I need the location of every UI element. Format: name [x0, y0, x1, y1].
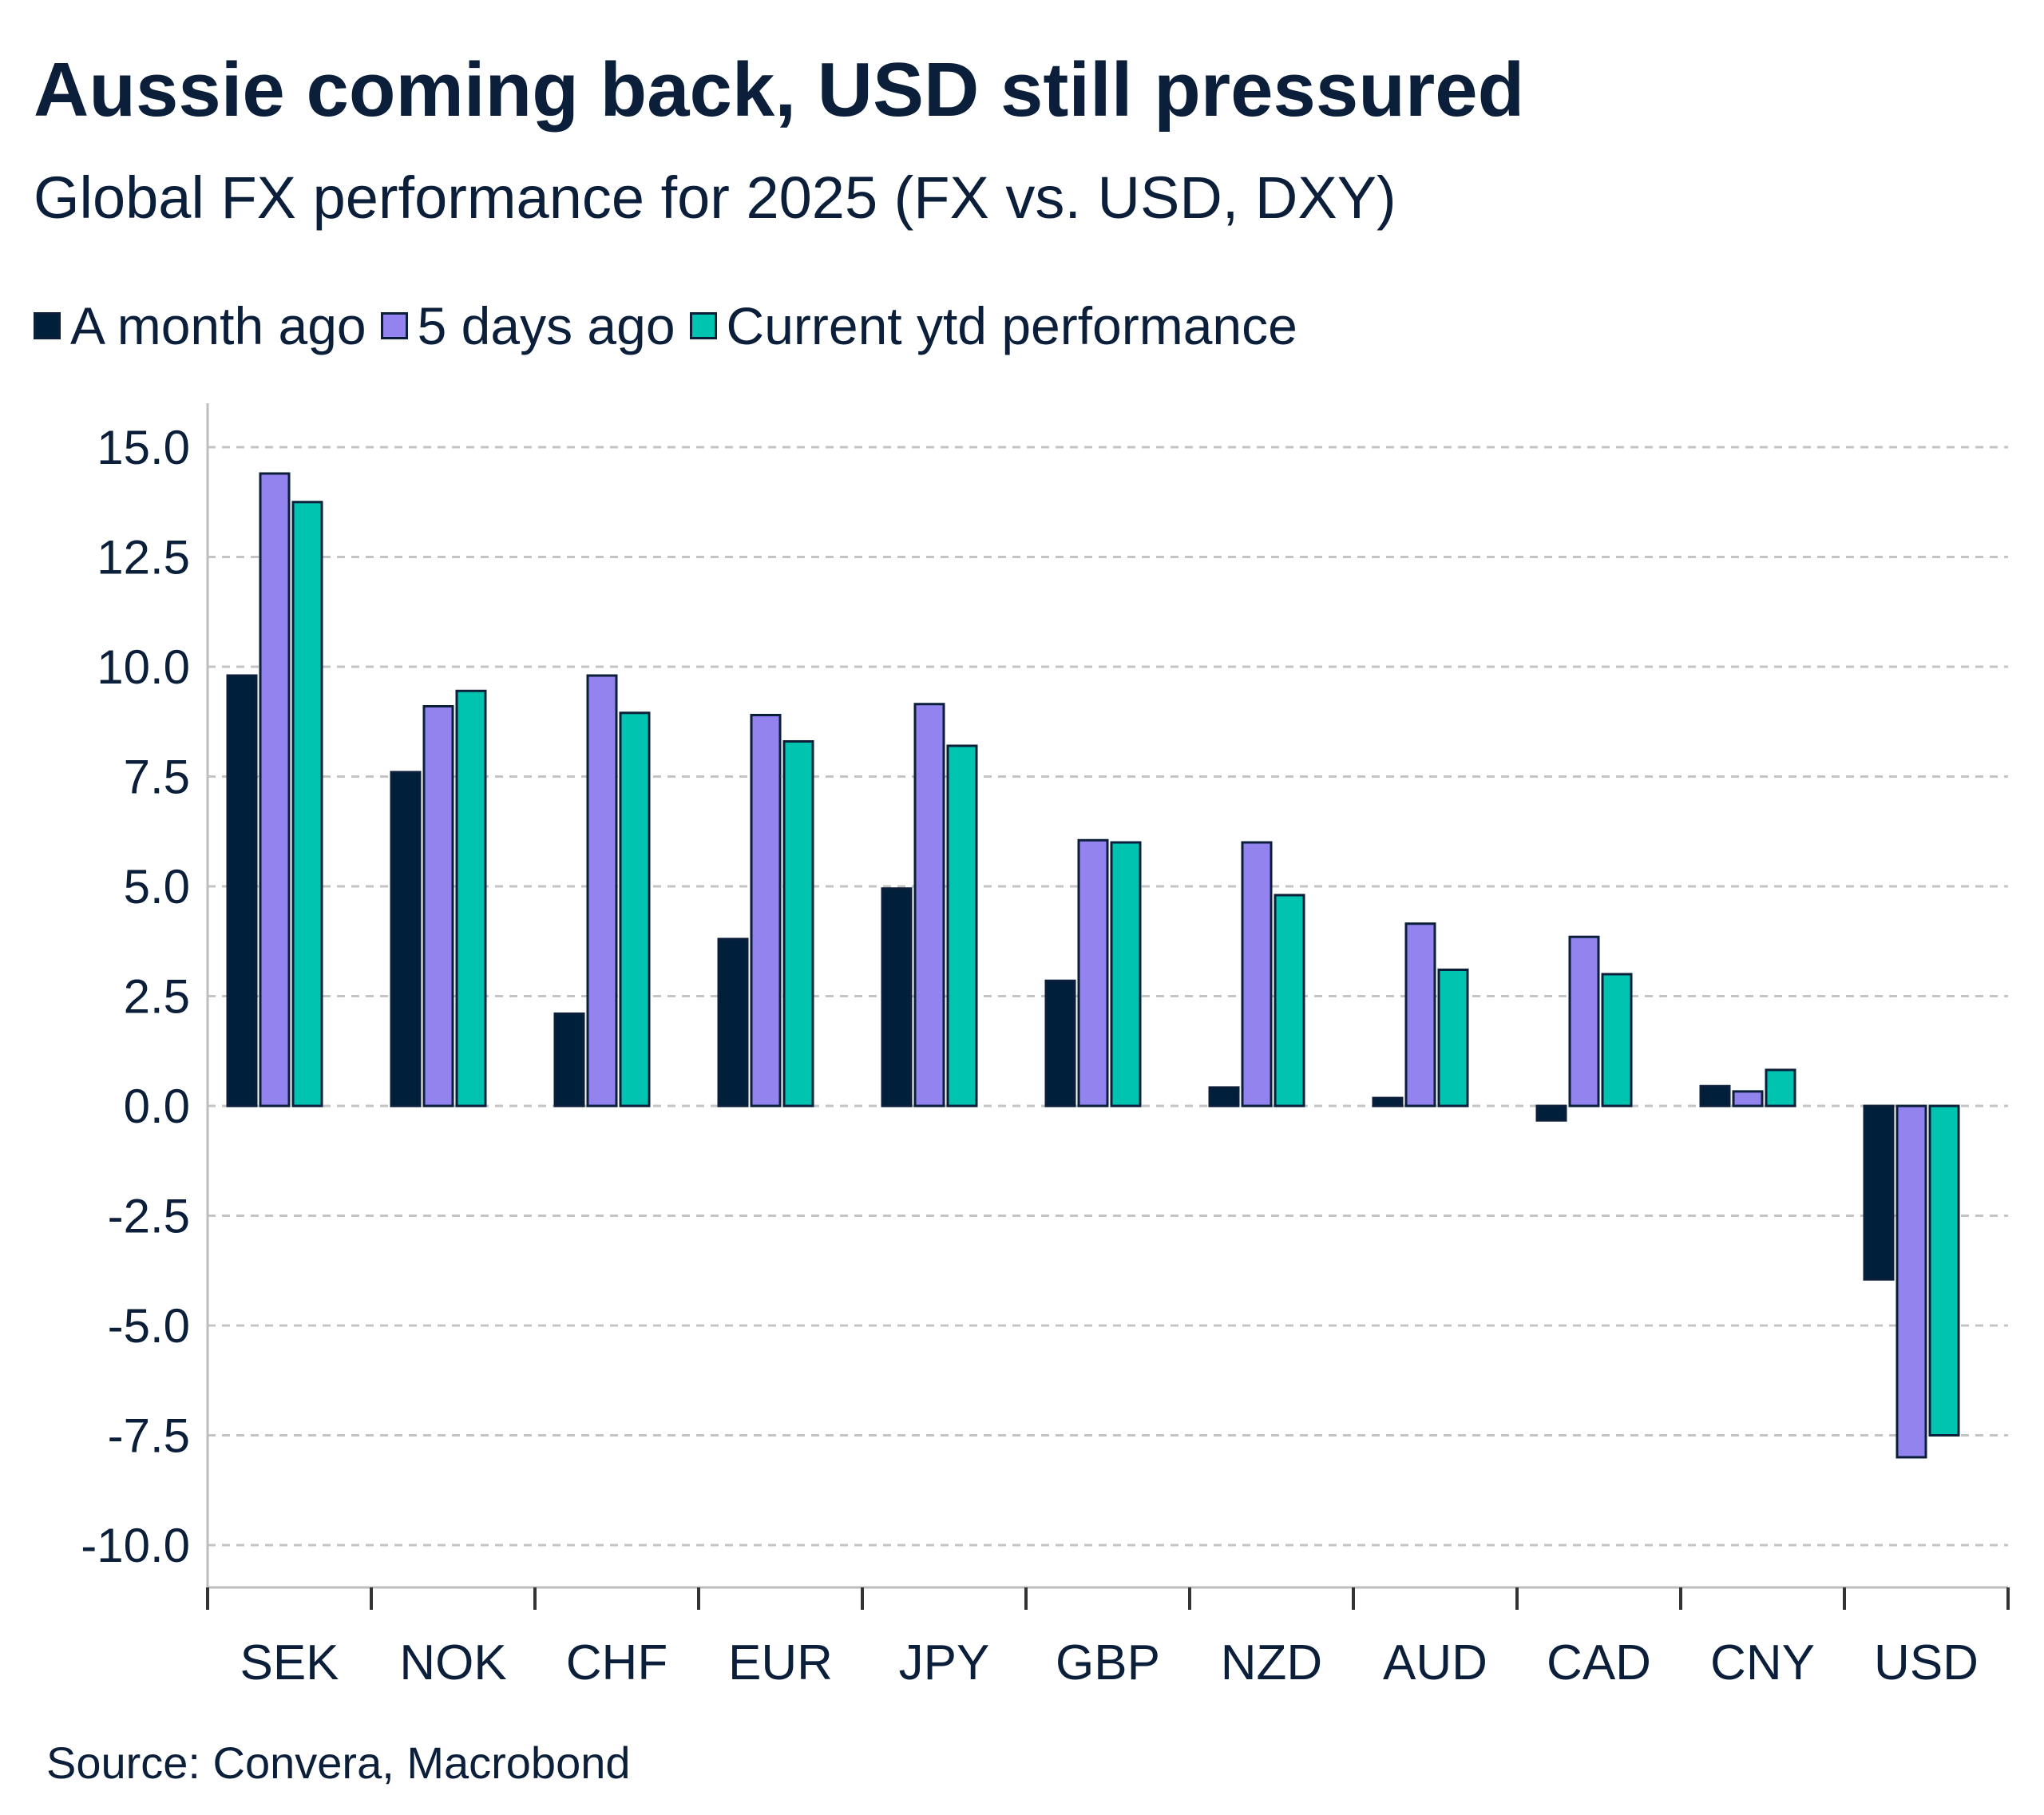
x-tick-label: CNY [1710, 1635, 1815, 1690]
bar-cad-s1 [1568, 935, 1600, 1108]
bar-nzd-s0 [1208, 1086, 1240, 1108]
bar-chf-s2 [619, 711, 651, 1108]
y-tick-label: -10.0 [81, 1519, 190, 1572]
bar-jpy-s1 [913, 703, 945, 1108]
y-tick-label: 12.5 [97, 531, 190, 585]
y-tick-label: -5.0 [108, 1299, 190, 1353]
legend: A month ago 5 days ago Current ytd perfo… [34, 295, 1312, 356]
bar-jpy-s0 [881, 887, 913, 1108]
bar-sek-s0 [226, 674, 258, 1108]
bar-jpy-s2 [946, 744, 978, 1108]
bar-gbp-s0 [1044, 979, 1076, 1108]
x-tick-label: SEK [240, 1635, 339, 1690]
y-tick-label: 15.0 [97, 421, 190, 474]
bar-cny-s2 [1765, 1068, 1796, 1108]
y-tick-label: -7.5 [108, 1409, 190, 1463]
bar-cad-s0 [1535, 1104, 1567, 1122]
bar-nok-s0 [390, 771, 422, 1108]
bar-gbp-s1 [1077, 838, 1109, 1108]
bar-sek-s2 [291, 501, 323, 1108]
bar-eur-s1 [750, 714, 782, 1108]
y-tick-label: 0.0 [124, 1080, 190, 1133]
x-tick-label: NZD [1221, 1635, 1322, 1690]
legend-item-current: Current ytd performance [689, 295, 1297, 356]
legend-label: A month ago [70, 296, 366, 355]
bar-cad-s2 [1601, 973, 1633, 1108]
x-tick-label: GBP [1056, 1635, 1160, 1690]
legend-swatch [34, 312, 61, 339]
legend-label: Current ytd performance [726, 296, 1297, 355]
bar-usd-s0 [1863, 1104, 1895, 1281]
y-tick-label: -2.5 [108, 1190, 190, 1243]
x-tick-label: JPY [899, 1635, 990, 1690]
bar-cny-s0 [1699, 1084, 1731, 1108]
bar-gbp-s2 [1110, 841, 1142, 1108]
x-tick-label: AUD [1383, 1635, 1487, 1690]
x-tick-label: NOK [399, 1635, 506, 1690]
bar-nok-s2 [455, 689, 487, 1108]
x-tick-label: CHF [566, 1635, 667, 1690]
legend-item-5days: 5 days ago [380, 295, 675, 356]
y-tick-label: 10.0 [97, 640, 190, 694]
bar-chf-s1 [586, 674, 618, 1108]
legend-label: 5 days ago [417, 296, 675, 355]
bar-eur-s0 [717, 937, 749, 1108]
legend-item-month: A month ago [34, 295, 366, 356]
bar-nok-s1 [422, 705, 454, 1108]
y-tick-label: 5.0 [124, 860, 190, 913]
y-tick-label: 7.5 [124, 751, 190, 804]
bar-sek-s1 [259, 472, 291, 1108]
bar-aud-s0 [1372, 1096, 1404, 1108]
bar-cny-s1 [1732, 1090, 1764, 1108]
chart-subtitle: Global FX performance for 2025 (FX vs. U… [34, 164, 1396, 231]
bar-nzd-s1 [1241, 841, 1273, 1108]
x-tick-label: CAD [1547, 1635, 1651, 1690]
bar-usd-s2 [1928, 1104, 1960, 1437]
source-note: Source: Convera, Macrobond [46, 1738, 631, 1788]
legend-swatch [380, 312, 408, 339]
bar-aud-s2 [1437, 969, 1469, 1108]
y-tick-label: 2.5 [124, 970, 190, 1024]
bar-nzd-s2 [1274, 894, 1305, 1108]
bar-usd-s1 [1895, 1104, 1927, 1459]
bar-eur-s2 [782, 740, 814, 1108]
x-tick-label: USD [1874, 1635, 1979, 1690]
bar-aud-s1 [1404, 922, 1436, 1108]
legend-swatch [689, 312, 717, 339]
x-tick-label: EUR [728, 1635, 833, 1690]
chart-title: Aussie coming back, USD still pressured [34, 47, 1525, 133]
bar-chf-s0 [553, 1013, 585, 1108]
